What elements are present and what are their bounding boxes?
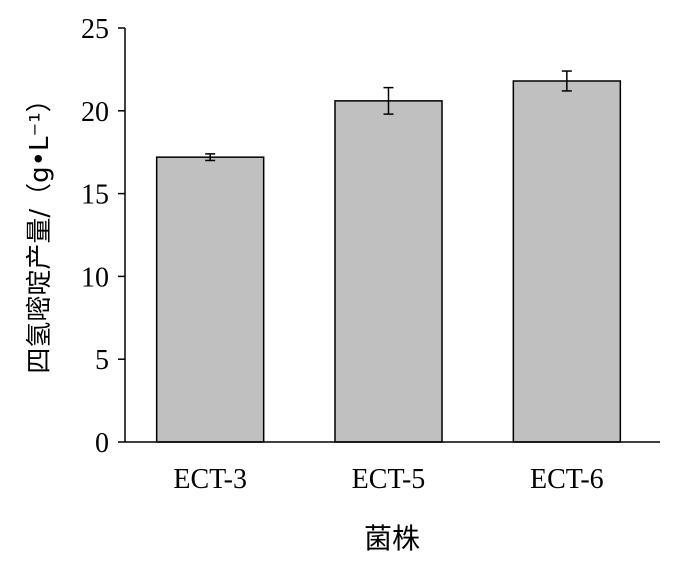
y-tick-label: 5 [95, 345, 109, 376]
x-tick-label: ECT-5 [352, 464, 426, 495]
y-tick-label: 20 [81, 97, 109, 128]
y-tick-label: 15 [81, 180, 109, 211]
y-tick-label: 25 [81, 14, 109, 45]
y-tick-label: 10 [81, 262, 109, 293]
y-axis-title: 四氢嘧啶产量/（g•L⁻¹） [25, 86, 55, 373]
y-tick-label: 0 [95, 428, 109, 459]
bar [512, 80, 622, 443]
x-axis-ticks: ECT-3 ECT-5 ECT-6 [173, 464, 603, 495]
x-axis-title: 菌株 [364, 522, 420, 555]
bar [334, 100, 443, 443]
plot-area [155, 70, 622, 443]
x-tick-label: ECT-6 [530, 464, 604, 495]
x-tick-label: ECT-3 [173, 464, 247, 495]
y-axis-ticks: 0 5 10 15 20 25 [81, 14, 125, 459]
bar [155, 156, 265, 443]
